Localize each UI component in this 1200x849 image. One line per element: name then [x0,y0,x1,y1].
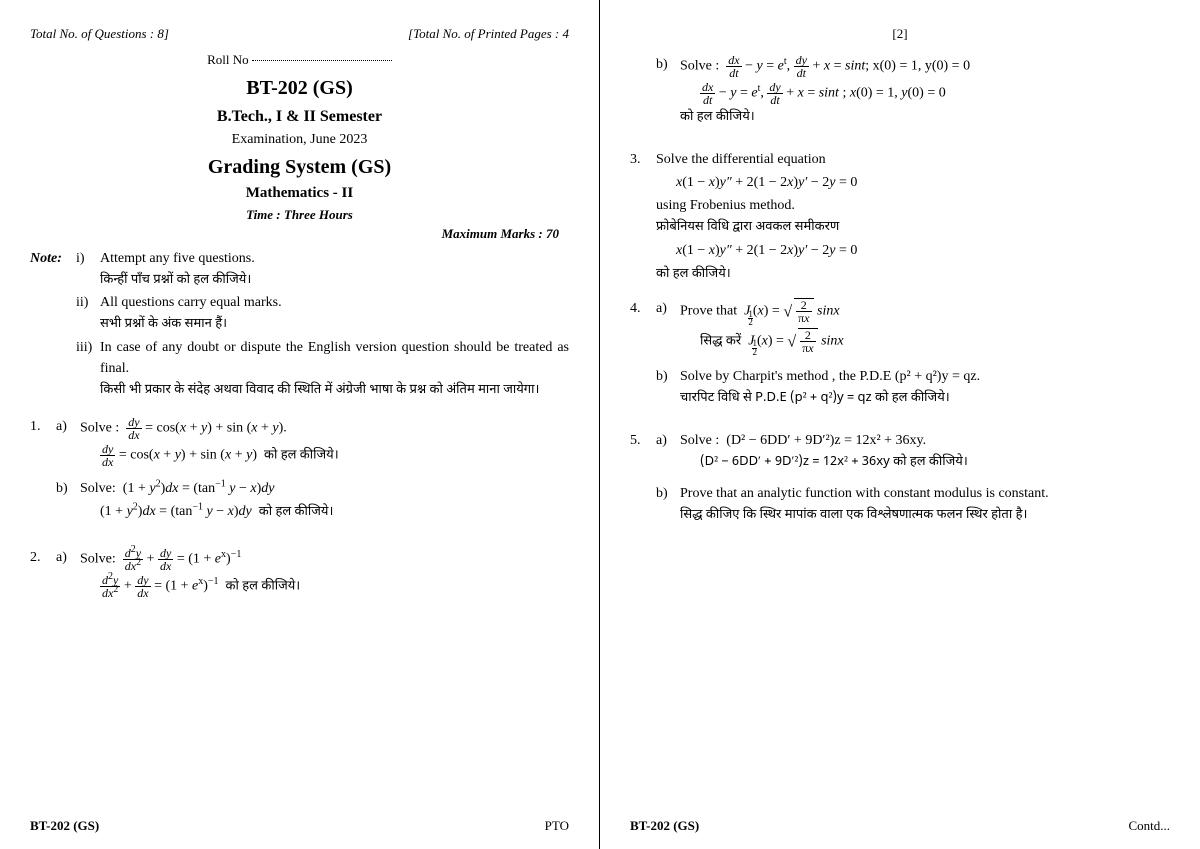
q4b-label: b) [656,366,680,409]
total-questions: Total No. of Questions : 8] [30,24,169,44]
q3-hi1: फ्रोबेनियस विधि द्वारा अवकल समीकरण [656,219,839,236]
question-1: 1. a) Solve : dydx = cos(x + y) + sin (x… [30,416,569,533]
q5-num: 5. [630,430,656,533]
roll-blank [252,60,392,61]
footer-contd: Contd... [1128,816,1170,836]
notes: Note: i) Attempt any five questions. किन… [30,248,569,403]
q3-en2: using Frobenius method. [656,198,795,213]
q2a-label: a) [56,547,80,601]
top-meta: Total No. of Questions : 8] [Total No. o… [30,24,569,44]
subject: Mathematics - II [30,182,569,205]
degree: B.Tech., I & II Semester [30,105,569,129]
q5a-label: a) [656,430,680,475]
q5a-solve: Solve : [680,433,719,448]
note-i-hi: किन्हीं पाँच प्रश्नों को हल कीजिये। [100,272,251,289]
time: Time : Three Hours [30,205,569,225]
question-3: 3. Solve the differential equation x(1 −… [630,149,1170,284]
q2b-body: Solve : dxdt − y = et, dydt + x = sint; … [680,54,1170,128]
footer-left: BT-202 (GS) PTO [30,816,569,836]
q4a-body: Prove that J12(x) = √2πx sinx सिद्ध करें… [680,298,1170,358]
grading-system: Grading System (GS) [30,152,569,182]
total-pages: [Total No. of Printed Pages : 4 [408,24,569,44]
q3-hi2: को हल कीजिये। [656,266,731,283]
roll-label: Roll No [207,52,249,67]
q4b-hi: चारपिट विधि से P.D.E (p² + q²)y = qz को … [680,390,950,407]
question-4: 4. a) Prove that J12(x) = √2πx sinx सिद्… [630,298,1170,416]
q1a-body: Solve : dydx = cos(x + y) + sin (x + y).… [80,416,569,470]
q2a-solve: Solve: [80,551,116,566]
note-ii-num: ii) [76,292,100,335]
q4b-en: Solve by Charpit's method , the P.D.E (p… [680,369,980,384]
footer-code-right: BT-202 (GS) [630,816,699,836]
q1b-body: Solve: (1 + y2)dx = (tan−1 y − x)dy (1 +… [80,478,569,525]
q2b-cond: ; x(0) = 1, y(0) = 0 [865,58,970,73]
note-iii-num: iii) [76,337,100,401]
q5a-hi: (D² − 6DD′ + 9D′²)z = 12x² + 36xy को हल … [700,453,1170,473]
q2b-label: b) [656,54,680,128]
q1b-hi: को हल कीजिये। [259,504,334,521]
q5b-body: Prove that an analytic function with con… [680,483,1170,526]
exam-session: Examination, June 2023 [30,129,569,150]
q1-num: 1. [30,416,56,533]
footer-pto: PTO [545,816,569,836]
q4a-en: Prove that [680,304,737,319]
q3-en1: Solve the differential equation [656,152,826,167]
q5a-body: Solve : (D² − 6DD′ + 9D′²)z = 12x² + 36x… [680,430,1170,475]
q5a-eq: (D² − 6DD′ + 9D′²)z = 12x² + 36xy. [726,433,926,448]
q4b-body: Solve by Charpit's method , the P.D.E (p… [680,366,1170,409]
question-5: 5. a) Solve : (D² − 6DD′ + 9D′²)z = 12x²… [630,430,1170,533]
question-2b: b) Solve : dxdt − y = et, dydt + x = sin… [630,54,1170,136]
roll-no-row: Roll No [30,50,569,70]
note-label: Note: [30,248,76,403]
footer-right: BT-202 (GS) Contd... [630,816,1170,836]
note-ii-en: All questions carry equal marks. [100,295,282,310]
max-marks: Maximum Marks : 70 [30,224,569,244]
note-ii-hi: सभी प्रश्नों के अंक समान हैं। [100,316,227,333]
page-number: [2] [630,24,1170,44]
q4a-label: a) [656,298,680,358]
note-i-num: i) [76,248,100,291]
note-i-en: Attempt any five questions. [100,251,255,266]
q3-num: 3. [630,149,656,284]
q3-body: Solve the differential equation x(1 − x)… [656,149,1170,284]
q1b-solve: Solve: [80,481,116,496]
q2b-solve: Solve : [680,58,719,73]
note-iii-en: In case of any doubt or dispute the Engl… [100,340,569,376]
paper-code: BT-202 (GS) [30,73,569,103]
q1a-hi: को हल कीजिये। [264,448,339,465]
q2a-body: Solve: d2ydx2 + dydx = (1 + ex)−1 d2ydx2… [80,547,569,601]
q5b-label: b) [656,483,680,526]
q4a-hi: सिद्ध करें [700,334,741,351]
q2-num: 2. [30,547,56,609]
footer-code-left: BT-202 (GS) [30,816,99,836]
note-iii-hi: किसी भी प्रकार के संदेह अथवा विवाद की स्… [100,382,539,399]
question-2: 2. a) Solve: d2ydx2 + dydx = (1 + ex)−1 … [30,547,569,609]
q2b-hi: को हल कीजिये। [680,108,1170,128]
page-1: Total No. of Questions : 8] [Total No. o… [0,0,600,849]
q2a-hi: को हल कीजिये। [226,578,301,595]
page-2: [2] b) Solve : dxdt − y = et, dydt + x =… [600,0,1200,849]
q1a-label: a) [56,416,80,470]
q4-num: 4. [630,298,656,416]
q5b-hi: सिद्ध कीजिए कि स्थिर मापांक वाला एक विश्… [680,507,1027,524]
q1a-solve: Solve : [80,421,119,436]
q1b-label: b) [56,478,80,525]
q5b-en: Prove that an analytic function with con… [680,486,1049,501]
